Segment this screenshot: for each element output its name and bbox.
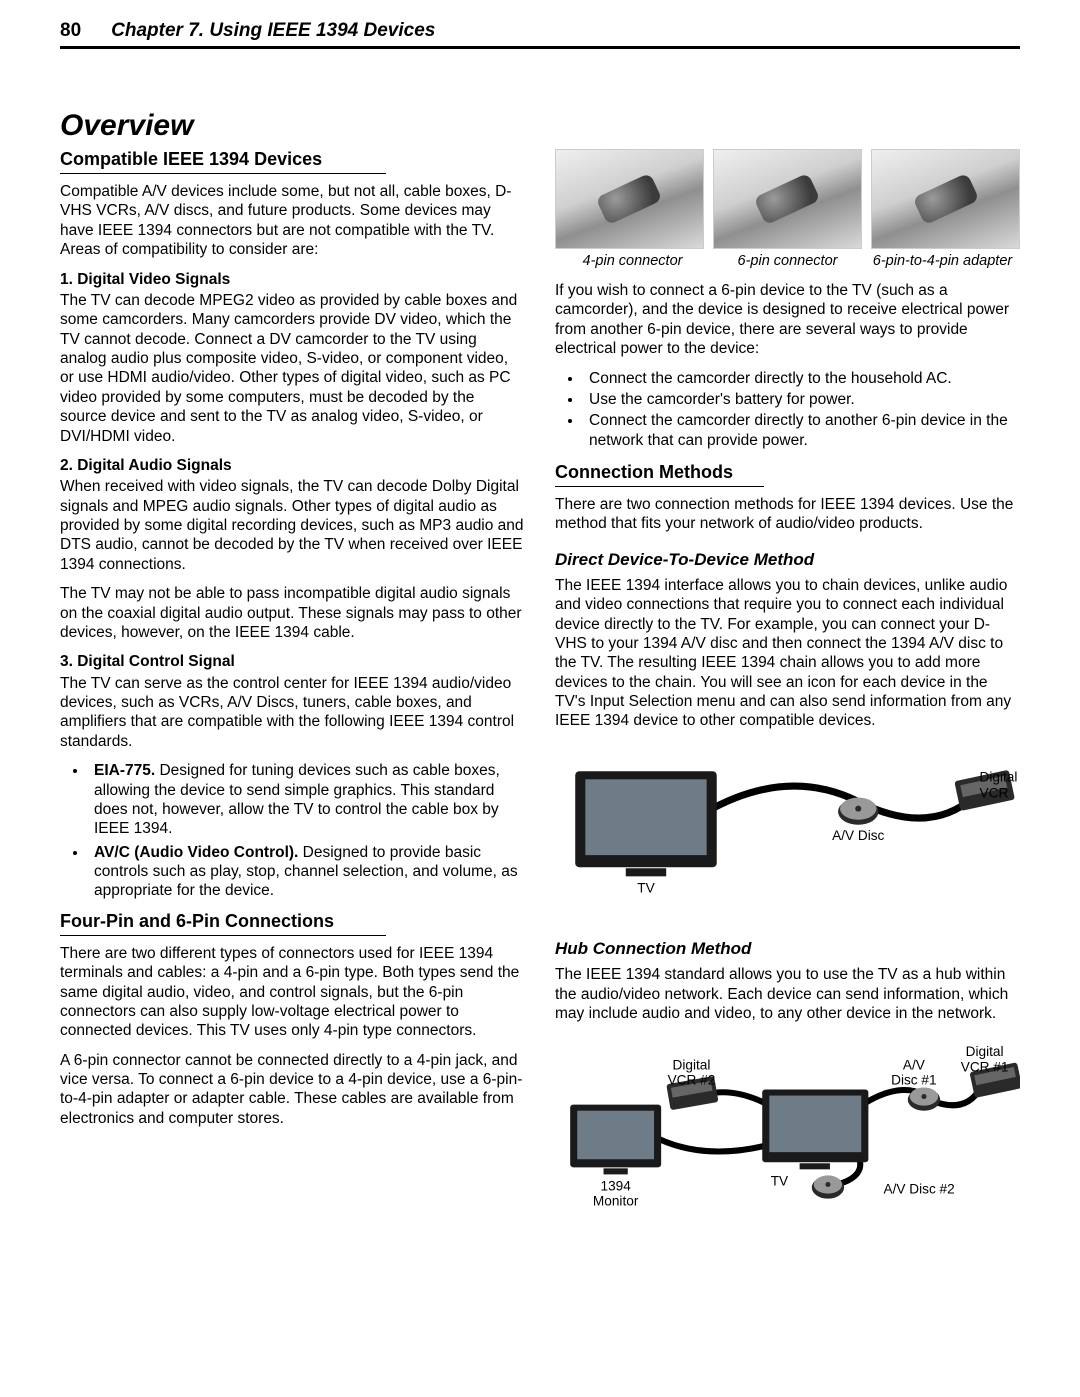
diagram-hub: 1394 Monitor Digital VCR #2 TV A/V Disc …	[555, 1044, 1020, 1216]
label-avdisc1-a: A/V	[903, 1057, 926, 1072]
label-monitor-b: Monitor	[593, 1193, 639, 1208]
label-monitor-a: 1394	[601, 1178, 632, 1193]
bold-eia775: EIA-775.	[94, 762, 155, 779]
label-1: 1. Digital Video Signals	[60, 271, 230, 288]
overview-title: Overview	[60, 109, 1020, 143]
sixpin-intro: If you wish to connect a 6-pin device to…	[555, 281, 1020, 359]
label-2: 2. Digital Audio Signals	[60, 457, 232, 474]
label-dvcr2-b: VCR #2	[668, 1072, 716, 1087]
cable-icon	[912, 173, 979, 226]
label-tv2: TV	[771, 1173, 789, 1188]
conn-intro: There are two connection methods for IEE…	[555, 495, 1020, 534]
page-header: 80 Chapter 7. Using IEEE 1394 Devices	[60, 20, 1020, 49]
item-digital-video: 1. Digital Video Signals	[60, 270, 525, 289]
section-compatible-devices: Compatible IEEE 1394 Devices	[60, 149, 386, 174]
item-digital-audio: 2. Digital Audio Signals	[60, 456, 525, 475]
left-column: Compatible IEEE 1394 Devices Compatible …	[60, 149, 525, 1236]
pins-p1: There are two different types of connect…	[60, 944, 525, 1041]
sixpin-options: Connect the camcorder directly to the ho…	[583, 369, 1020, 451]
cap-6pin: 6-pin connector	[710, 253, 865, 269]
two-column-layout: Compatible IEEE 1394 Devices Compatible …	[60, 149, 1020, 1236]
connector-6pin-image	[713, 149, 862, 249]
bullet-eia775: EIA-775. Designed for tuning devices suc…	[88, 761, 525, 839]
page-number: 80	[60, 20, 81, 42]
label-avdisc2: A/V Disc #2	[884, 1181, 955, 1196]
item-digital-control: 3. Digital Control Signal	[60, 652, 525, 671]
text-digital-audio: When received with video signals, the TV…	[60, 477, 525, 574]
pins-p2: A 6-pin connector cannot be connected di…	[60, 1051, 525, 1129]
heading-connection: Connection Methods	[555, 462, 733, 482]
label-dvcr2-a: Digital	[673, 1057, 711, 1072]
rest-eia775: Designed for tuning devices such as cabl…	[94, 762, 500, 837]
heading-hub: Hub Connection Method	[555, 939, 1020, 959]
label-dvcr1-a: Digital	[966, 1044, 1004, 1059]
label-tv: TV	[637, 880, 655, 895]
label-avdisc: A/V Disc	[832, 828, 884, 843]
text-digital-audio-2: The TV may not be able to pass incompati…	[60, 584, 525, 642]
heading-direct: Direct Device-To-Device Method	[555, 550, 1020, 570]
connector-4pin-image	[555, 149, 704, 249]
cap-adapter: 6-pin-to-4-pin adapter	[865, 253, 1020, 269]
cable-icon	[754, 173, 821, 226]
bold-avc: AV/C (Audio Video Control).	[94, 844, 298, 861]
text-digital-control: The TV can serve as the control center f…	[60, 674, 525, 752]
sixpin-b1: Connect the camcorder directly to the ho…	[583, 369, 1020, 388]
sixpin-b3: Connect the camcorder directly to anothe…	[583, 411, 1020, 450]
connector-captions: 4-pin connector 6-pin connector 6-pin-to…	[555, 253, 1020, 269]
bullet-avc: AV/C (Audio Video Control). Designed to …	[88, 843, 525, 901]
section-four-six-pin: Four-Pin and 6-Pin Connections	[60, 911, 386, 936]
hub-text: The IEEE 1394 standard allows you to use…	[555, 965, 1020, 1023]
cap-4pin: 4-pin connector	[555, 253, 710, 269]
chapter-title: Chapter 7. Using IEEE 1394 Devices	[111, 20, 435, 42]
text-digital-video: The TV can decode MPEG2 video as provide…	[60, 291, 525, 446]
diagram-direct-chain: TV A/V Disc Digital VCR	[555, 751, 1020, 903]
section-connection-methods: Connection Methods	[555, 462, 764, 487]
right-column: 4-pin connector 6-pin connector 6-pin-to…	[555, 149, 1020, 1236]
label-3: 3. Digital Control Signal	[60, 653, 235, 670]
connector-images	[555, 149, 1020, 249]
label-dvcr1-b: VCR #1	[961, 1059, 1009, 1074]
heading-pins: Four-Pin and 6-Pin Connections	[60, 911, 334, 931]
label-avdisc1-b: Disc #1	[891, 1072, 936, 1087]
sixpin-b2: Use the camcorder's battery for power.	[583, 390, 1020, 409]
control-standards-list: EIA-775. Designed for tuning devices suc…	[88, 761, 525, 901]
connector-adapter-image	[871, 149, 1020, 249]
label-dvcr-a: Digital	[980, 769, 1018, 784]
direct-text: The IEEE 1394 interface allows you to ch…	[555, 576, 1020, 731]
label-dvcr-b: VCR	[980, 785, 1009, 800]
cable-icon	[596, 173, 663, 226]
heading-compatible: Compatible IEEE 1394 Devices	[60, 149, 322, 169]
compat-intro: Compatible A/V devices include some, but…	[60, 182, 525, 260]
